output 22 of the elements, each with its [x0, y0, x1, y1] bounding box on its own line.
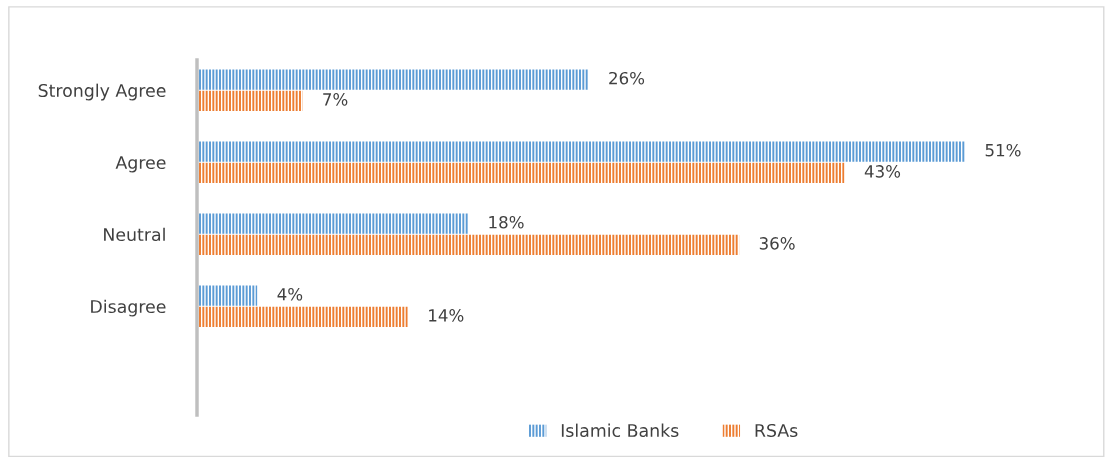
data-label: 43% — [864, 165, 901, 178]
bar — [197, 162, 845, 183]
data-label: 7% — [323, 93, 348, 106]
data-label: 14% — [429, 309, 464, 322]
data-label: 51% — [985, 143, 1021, 157]
bar — [197, 141, 965, 162]
bar — [197, 69, 589, 90]
bar — [197, 306, 408, 327]
legend-label: RSAs — [755, 423, 798, 438]
bar — [197, 90, 303, 111]
y-tick-label: Agree — [115, 156, 166, 173]
bar — [197, 234, 740, 255]
legend-label: Islamic Banks — [561, 423, 679, 438]
y-tick-label: Neutral — [104, 227, 165, 242]
y-tick-label: Disagree — [91, 299, 166, 317]
data-label: 4% — [277, 287, 303, 301]
y-tick-label: Strongly Agree — [38, 83, 166, 101]
bar — [197, 285, 258, 306]
data-label: 26% — [609, 71, 645, 85]
data-label: 36% — [759, 237, 795, 250]
data-label: 18% — [489, 215, 524, 229]
bar — [197, 213, 469, 234]
